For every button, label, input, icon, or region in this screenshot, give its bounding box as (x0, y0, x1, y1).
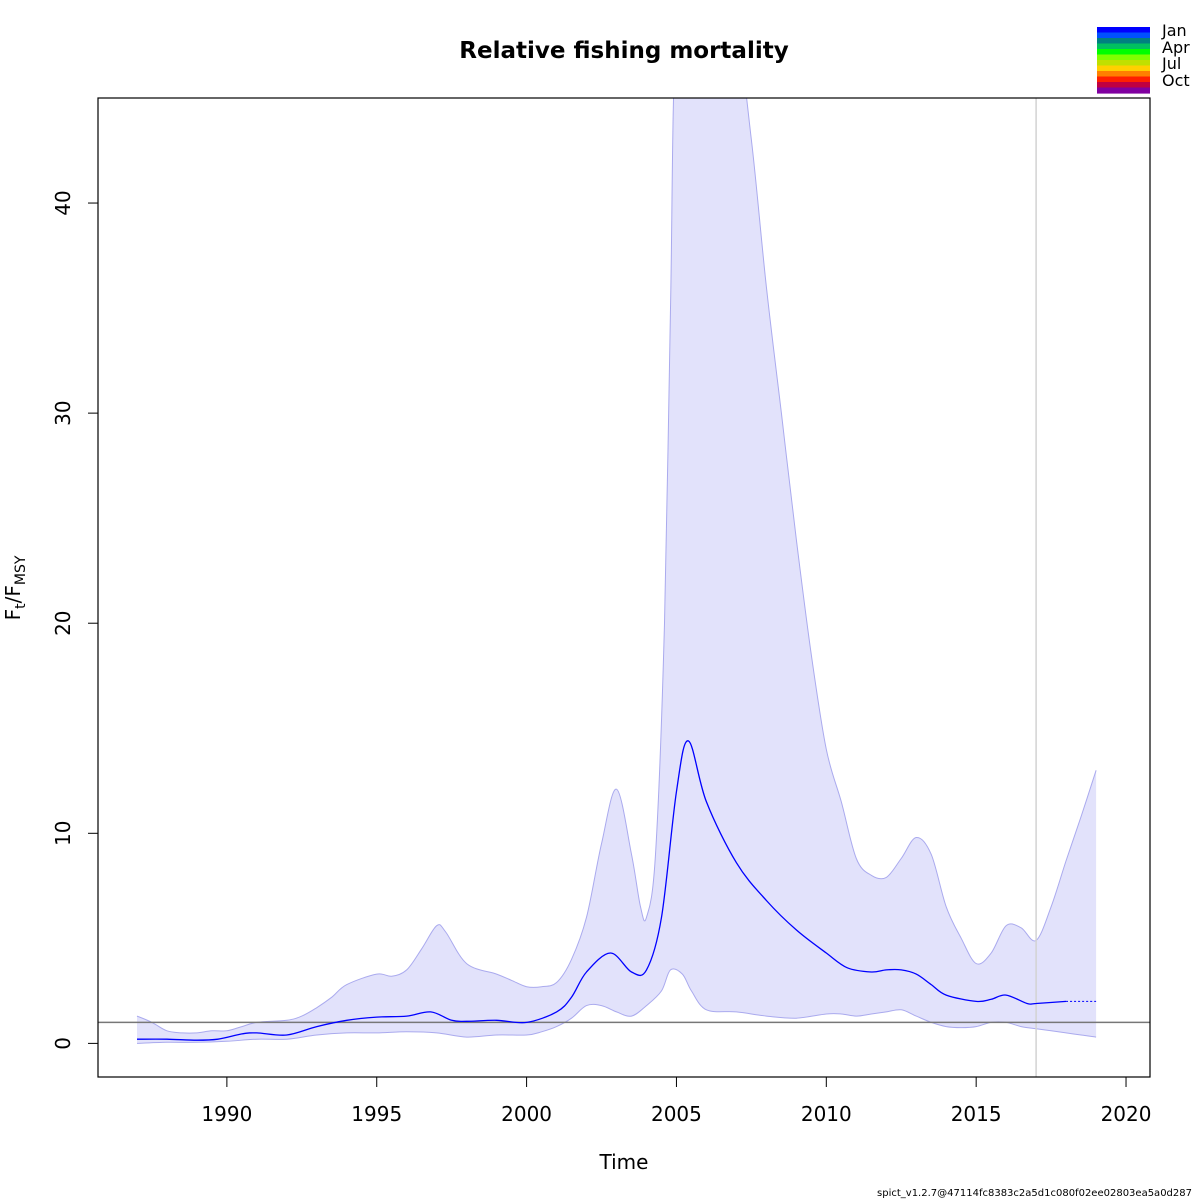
y-axis-label-separator: /F (1, 585, 25, 603)
x-tick-label: 1995 (351, 1102, 402, 1126)
legend-swatch (1097, 71, 1150, 78)
legend-label-apr: Apr (1162, 38, 1190, 57)
legend-swatch (1097, 60, 1150, 67)
legend-swatch (1097, 54, 1150, 61)
legend-label-jan: Jan (1161, 21, 1187, 40)
x-tick-label: 2005 (651, 1102, 702, 1126)
axis-ticks: 1990 1995 2000 2005 2010 2015 2020 0 10 20 30 40 (51, 190, 1151, 1126)
legend-label-jul: Jul (1161, 54, 1181, 73)
x-tick-label: 2020 (1101, 1102, 1152, 1126)
axes-frame (97, 97, 1151, 1078)
chart-title: Relative fishing mortality (459, 38, 788, 64)
estimate-line (136, 740, 1067, 1041)
legend-swatch (1097, 87, 1150, 94)
y-tick-label: 10 (51, 821, 75, 846)
x-tick-label: 2000 (501, 1102, 552, 1126)
legend-label-oct: Oct (1162, 71, 1190, 90)
lower-bound-line (136, 968, 1097, 1044)
y-axis-label-main: F (1, 609, 25, 621)
month-color-legend: Jan Apr Jul Oct (1097, 21, 1190, 94)
x-tick-label: 1990 (201, 1102, 252, 1126)
legend-swatch (1097, 49, 1150, 56)
upper-bound-line (136, 98, 1097, 1034)
x-tick-label: 2015 (951, 1102, 1002, 1126)
y-axis-label-sub-msy: MSY (13, 555, 29, 585)
legend-swatch (1097, 27, 1150, 34)
x-tick-label: 2010 (801, 1102, 852, 1126)
x-axis-label: Time (599, 1150, 649, 1174)
legend-swatch (1097, 65, 1150, 72)
version-footer: spict_v1.2.7@47114fc8383c2a5d1c080f02ee0… (877, 1188, 1192, 1199)
y-axis-label-sub-t: t (13, 603, 29, 609)
y-tick-label: 40 (51, 190, 75, 215)
plot-frame (97, 97, 1151, 1078)
y-tick-label: 20 (51, 610, 75, 635)
legend-swatch (1097, 43, 1150, 50)
y-tick-label: 30 (51, 400, 75, 425)
legend-swatch (1097, 76, 1150, 83)
y-axis-label: Ft/FMSY (1, 555, 29, 620)
y-tick-label: 0 (51, 1037, 75, 1050)
confidence-band (137, 98, 1097, 1044)
legend-swatch (1097, 82, 1150, 89)
legend-swatch (1097, 38, 1150, 45)
legend-swatch (1097, 32, 1150, 39)
plot-area (98, 98, 1150, 1077)
